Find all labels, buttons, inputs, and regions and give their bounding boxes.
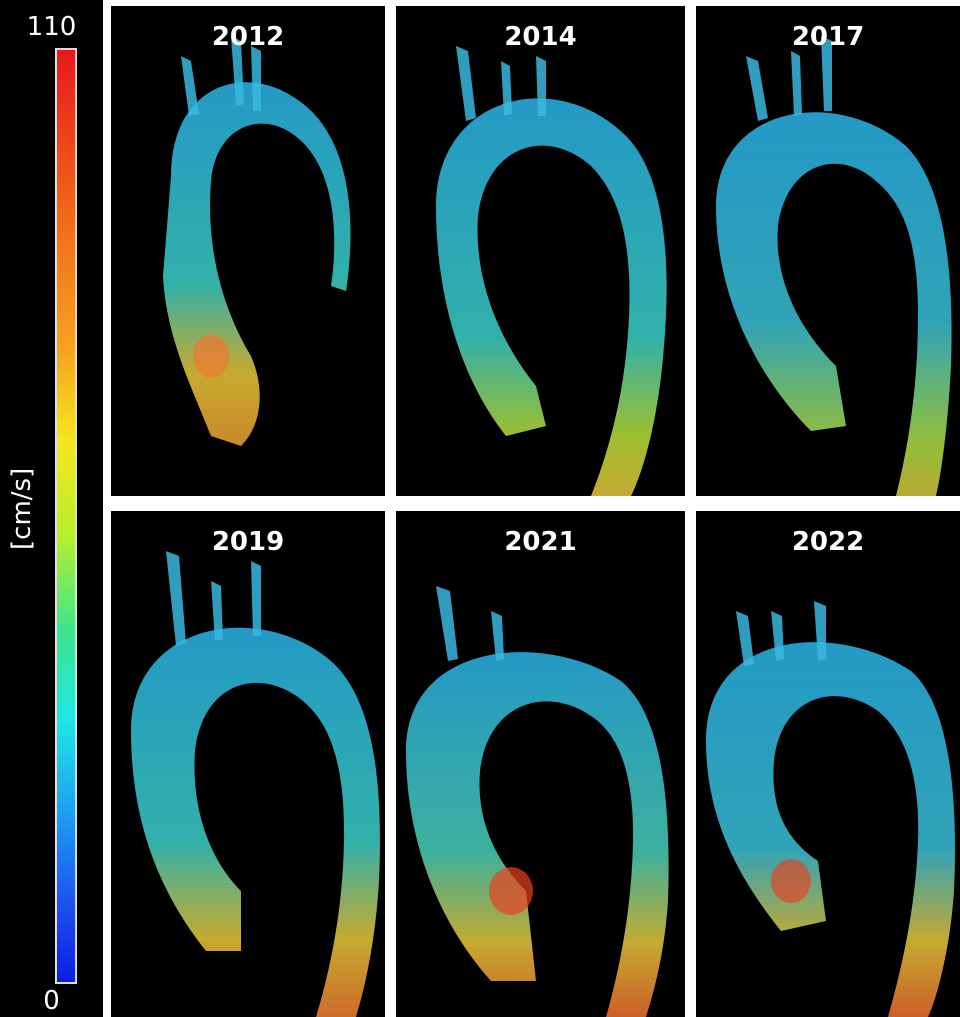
colorbar-unit-label: [cm/s] bbox=[7, 467, 37, 550]
aorta-image-2021 bbox=[406, 586, 669, 1017]
aorta-image-2022 bbox=[706, 601, 955, 1017]
panel-2017: 2017 bbox=[696, 6, 960, 496]
panel-year-label: 2012 bbox=[211, 22, 285, 52]
aorta-image-2014 bbox=[436, 46, 667, 496]
panel-year-label: 2019 bbox=[211, 527, 285, 557]
colorbar-min-label: 0 bbox=[43, 986, 60, 1016]
panel-2012: 2012 bbox=[111, 6, 385, 496]
colorbar-max-label: 110 bbox=[26, 12, 77, 42]
aorta-image-2017 bbox=[716, 36, 952, 496]
panel-2021: 2021 bbox=[396, 511, 685, 1017]
colorbar-panel: 110 [cm/s] 0 bbox=[0, 0, 103, 1017]
panel-2022: 2022 bbox=[696, 511, 960, 1017]
aorta-image-2019 bbox=[131, 551, 380, 1017]
panel-year-label: 2017 bbox=[791, 22, 865, 52]
panel-2014: 2014 bbox=[396, 6, 685, 496]
panel-year-label: 2014 bbox=[504, 22, 577, 52]
colorbar-gradient bbox=[55, 48, 77, 984]
panel-year-label: 2022 bbox=[791, 527, 865, 557]
panel-year-label: 2021 bbox=[504, 527, 577, 557]
aorta-image-2012 bbox=[163, 36, 351, 446]
panel-2019: 2019 bbox=[111, 511, 385, 1017]
